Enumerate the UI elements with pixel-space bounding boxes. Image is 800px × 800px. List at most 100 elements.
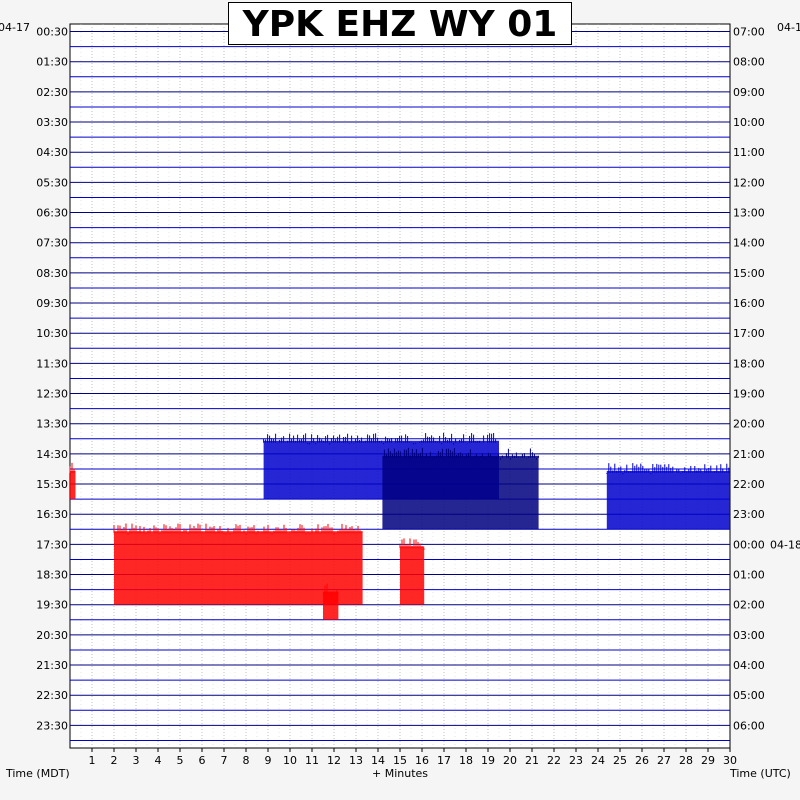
signal-burst	[382, 455, 539, 530]
left-time-labels: 00:30 01:30 02:30 03:30 04:30 05:30 06:30 07:30…	[36, 26, 68, 733]
title-box: YPK EHZ WY 01	[228, 2, 572, 45]
x-tick-label: 4	[155, 754, 162, 767]
right-time-label: 12:00	[733, 176, 765, 189]
x-tick-label: 29	[701, 754, 715, 767]
left-time-label: 05:30	[36, 176, 68, 189]
left-time-label: 04:30	[36, 146, 68, 159]
right-time-label: 16:00	[733, 297, 765, 310]
right-axis-label: Time (UTC)	[729, 767, 791, 780]
right-time-label: 08:00	[733, 56, 765, 69]
left-time-label: 23:30	[36, 719, 68, 732]
right-time-label: 23:00	[733, 508, 765, 521]
signal-burst	[114, 531, 363, 605]
left-time-label: 01:30	[36, 56, 68, 69]
right-time-label: 15:00	[733, 267, 765, 280]
x-tick-label: 12	[327, 754, 341, 767]
burst-spikes	[113, 523, 363, 535]
left-time-label: 20:30	[36, 629, 68, 642]
grid-lines	[80, 24, 720, 748]
burst-spikes	[69, 462, 75, 473]
right-time-label: 17:00	[733, 327, 765, 340]
burst-spikes	[399, 538, 425, 550]
left-time-label: 15:30	[36, 478, 68, 491]
bottom-axis-label: + Minutes	[372, 767, 428, 780]
left-time-label: 09:30	[36, 297, 68, 310]
x-tick-label: 1	[89, 754, 96, 767]
x-tick-label: 18	[459, 754, 473, 767]
x-tick-label: 7	[221, 754, 228, 767]
left-time-label: 10:30	[36, 327, 68, 340]
right-time-label: 04:00	[733, 659, 765, 672]
x-tick-label: 25	[613, 754, 627, 767]
left-time-label: 02:30	[36, 86, 68, 99]
x-tick-label: 2	[111, 754, 118, 767]
left-time-label: 11:30	[36, 357, 68, 370]
x-tick-label: 23	[569, 754, 583, 767]
left-time-label: 14:30	[36, 448, 68, 461]
x-tick-label: 9	[265, 754, 272, 767]
right-time-label: 13:00	[733, 207, 765, 220]
chart-title: YPK EHZ WY 01	[242, 4, 558, 45]
x-tick-label: 10	[283, 754, 297, 767]
left-axis-label: Time (MDT)	[5, 767, 70, 780]
x-tick-label: 27	[657, 754, 671, 767]
right-time-label: 01:00	[733, 569, 765, 582]
signal-burst	[606, 470, 730, 530]
x-tick-label: 3	[133, 754, 140, 767]
right-date-label: 04-17	[777, 21, 800, 34]
left-time-label: 12:30	[36, 388, 68, 401]
right-time-label: 05:00	[733, 689, 765, 702]
left-time-label: 00:30	[36, 26, 68, 39]
right-time-label: 00:00	[733, 538, 765, 551]
right-date-change-label: 04-18	[770, 538, 800, 551]
x-tick-label: 8	[243, 754, 250, 767]
x-tick-label: 22	[547, 754, 561, 767]
x-tick-label: 15	[393, 754, 407, 767]
x-tick-label: 16	[415, 754, 429, 767]
burst-spikes	[381, 447, 539, 460]
x-tick-label: 28	[679, 754, 693, 767]
right-time-label: 20:00	[733, 418, 765, 431]
left-date-label: 04-17	[0, 21, 30, 34]
left-time-label: 22:30	[36, 689, 68, 702]
signal-burst	[70, 470, 76, 500]
signal-burst	[400, 546, 425, 605]
signal-bursts	[69, 432, 730, 620]
left-time-label: 03:30	[36, 116, 68, 129]
x-tick-label: 19	[481, 754, 495, 767]
x-tick-label: 26	[635, 754, 649, 767]
left-time-label: 13:30	[36, 418, 68, 431]
x-tick-label: 24	[591, 754, 605, 767]
right-time-label: 06:00	[733, 719, 765, 732]
left-time-label: 06:30	[36, 207, 68, 220]
left-time-label: 08:30	[36, 267, 68, 280]
burst-spikes	[322, 583, 338, 596]
right-time-label: 22:00	[733, 478, 765, 491]
left-time-label: 16:30	[36, 508, 68, 521]
signal-burst	[323, 591, 339, 620]
x-tick-label: 20	[503, 754, 517, 767]
right-time-label: 09:00	[733, 86, 765, 99]
left-time-label: 07:30	[36, 237, 68, 250]
left-time-label: 18:30	[36, 569, 68, 582]
right-time-label: 11:00	[733, 146, 765, 159]
burst-spikes	[606, 463, 730, 475]
x-tick-label: 14	[371, 754, 385, 767]
right-time-label: 10:00	[733, 116, 765, 129]
x-tick-label: 5	[177, 754, 184, 767]
left-time-label: 19:30	[36, 599, 68, 612]
x-tick-label: 17	[437, 754, 451, 767]
right-time-label: 02:00	[733, 599, 765, 612]
right-time-label: 21:00	[733, 448, 765, 461]
right-time-label: 18:00	[733, 357, 765, 370]
left-time-label: 21:30	[36, 659, 68, 672]
x-tick-labels: 1 2 3 4 5 6 7 8 9 10 11 12 13 14 15 16 17 18 19 20 21 22 23 24 2…	[89, 748, 737, 767]
x-tick-label: 13	[349, 754, 363, 767]
right-time-label: 19:00	[733, 388, 765, 401]
x-tick-label: 11	[305, 754, 319, 767]
burst-spikes	[263, 432, 499, 445]
right-time-label: 14:00	[733, 237, 765, 250]
x-tick-label: 30	[723, 754, 737, 767]
